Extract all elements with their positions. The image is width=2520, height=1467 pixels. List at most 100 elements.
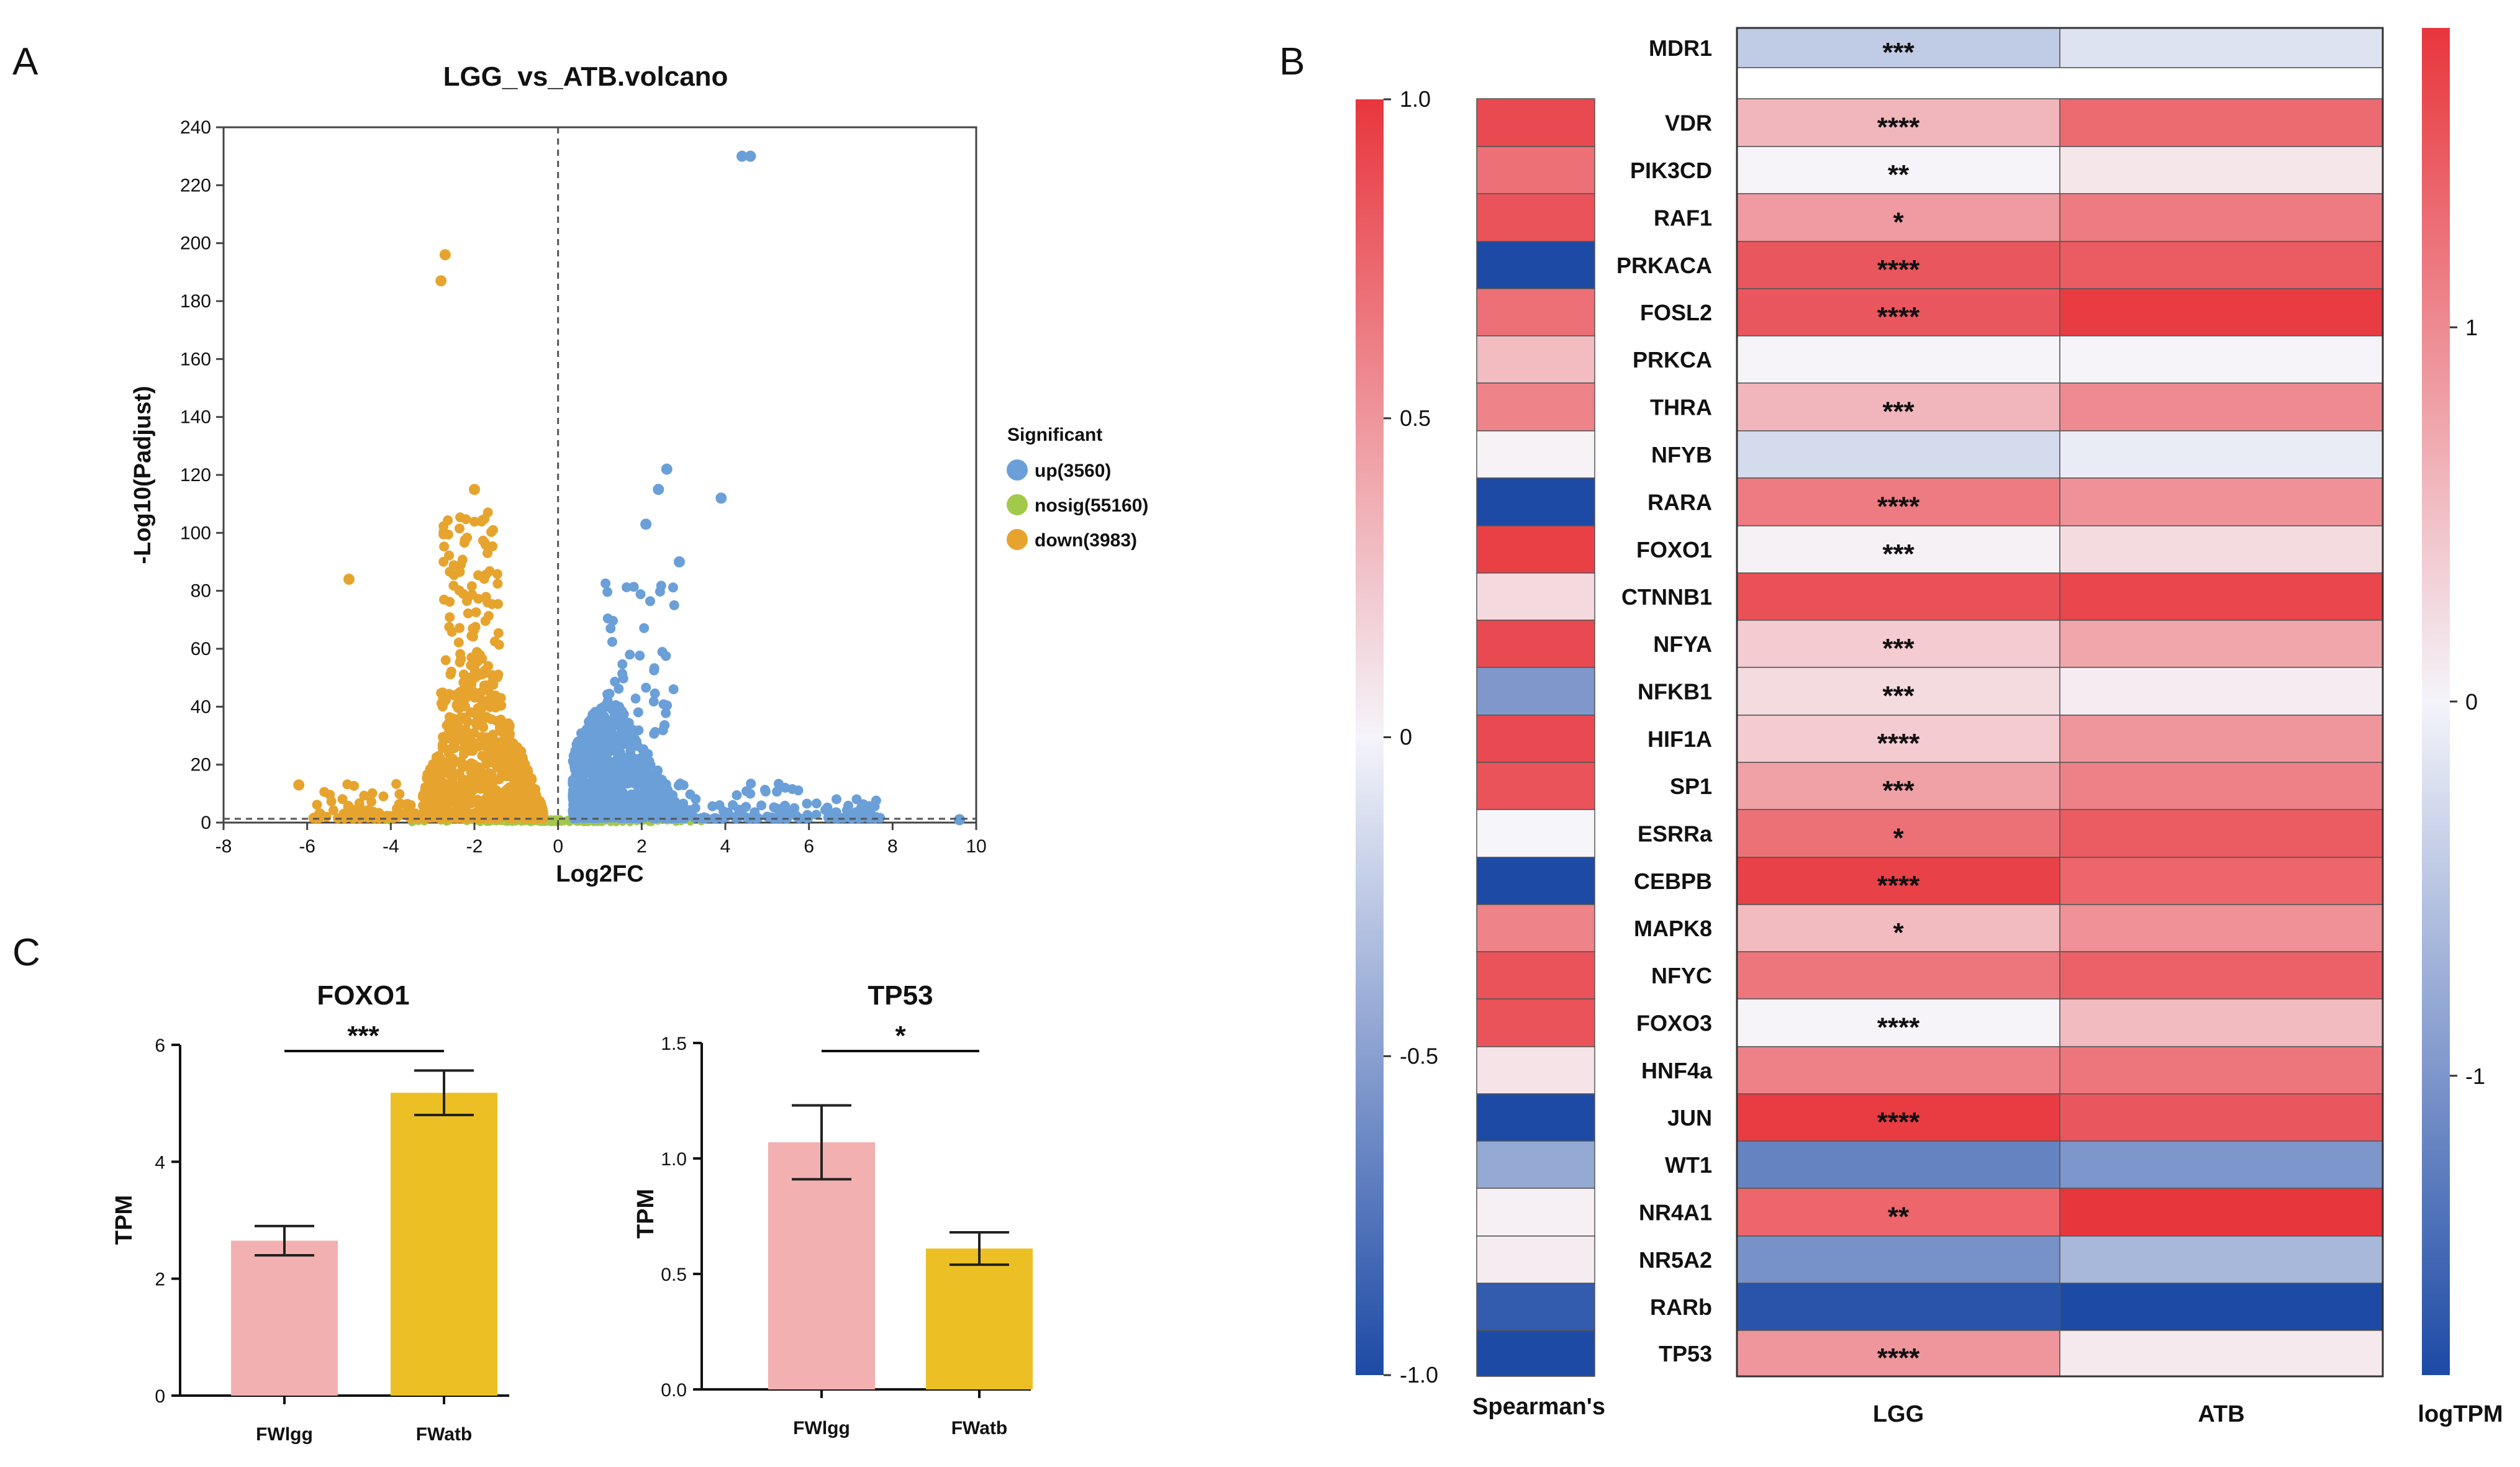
down-point bbox=[463, 608, 473, 618]
down-point bbox=[457, 554, 468, 565]
foxo1-bar-chart: FOXO1 *** TPM 0 2 4 6 FWlgg FWatb bbox=[111, 980, 509, 1445]
gene-labels: MDR1 VDR PIK3CD RAF1 PRKACA FOSL2 PRKCA THRA NFY… bbox=[1616, 35, 1713, 1366]
heatmap-panel: 1.0 0.5 0 -0.5 -1.0 Spearman's MDR1 VDR PIK3CD… bbox=[1356, 27, 2503, 1427]
down-point bbox=[437, 743, 448, 753]
down-point bbox=[509, 797, 519, 808]
heatmap-cell-lgg bbox=[1736, 146, 2060, 194]
up-point bbox=[638, 772, 648, 783]
down-point bbox=[469, 728, 479, 738]
spearman-cell bbox=[1476, 288, 1595, 336]
down-point bbox=[466, 631, 477, 641]
down-point bbox=[420, 788, 431, 799]
logtpm-colorbar-ticks: 1 0 -1 bbox=[2450, 315, 2485, 1089]
panel-label-c: C bbox=[12, 931, 40, 974]
down-point bbox=[435, 771, 445, 782]
up-point bbox=[625, 744, 636, 755]
down-point bbox=[487, 541, 498, 551]
up-point bbox=[790, 810, 800, 820]
spearman-tick-label: -0.5 bbox=[1400, 1043, 1438, 1068]
gene-label: MAPK8 bbox=[1634, 916, 1712, 941]
gene-label: HIF1A bbox=[1648, 726, 1712, 752]
down-point bbox=[480, 754, 491, 764]
spearman-tick-label: 1.0 bbox=[1400, 86, 1431, 112]
x-tick-label: -8 bbox=[215, 836, 232, 857]
up-point bbox=[745, 150, 756, 162]
heatmap-cell-atb bbox=[2059, 1188, 2383, 1237]
gene-label: PRKCA bbox=[1633, 347, 1712, 372]
down-point bbox=[481, 711, 492, 722]
up-point bbox=[571, 800, 581, 811]
down-point bbox=[343, 574, 355, 585]
down-point bbox=[367, 788, 378, 798]
up-point bbox=[617, 765, 627, 776]
up-point bbox=[640, 518, 652, 530]
up-point bbox=[648, 696, 659, 706]
up-point bbox=[811, 810, 822, 820]
down-point bbox=[476, 731, 487, 742]
up-point bbox=[684, 805, 695, 815]
down-point bbox=[359, 790, 369, 801]
down-point bbox=[492, 672, 502, 683]
down-point bbox=[473, 570, 484, 580]
up-point bbox=[663, 785, 673, 795]
up-point bbox=[673, 556, 685, 567]
down-point bbox=[391, 779, 402, 789]
up-point bbox=[802, 798, 812, 809]
down-point bbox=[466, 581, 477, 592]
down-point bbox=[438, 521, 449, 531]
gene-label: WT1 bbox=[1665, 1152, 1712, 1178]
down-point bbox=[469, 738, 479, 748]
up-point bbox=[630, 693, 641, 704]
down-point bbox=[506, 790, 517, 800]
up-point bbox=[625, 649, 635, 660]
heatmap-cell-lgg bbox=[1736, 1188, 2060, 1237]
heatmap-cell-atb bbox=[2059, 998, 2383, 1047]
logtpm-tick-label: 0 bbox=[2465, 689, 2478, 715]
down-point bbox=[459, 726, 469, 736]
heatmap-cell-atb bbox=[2059, 1093, 2383, 1142]
heatmap-cell-atb bbox=[2059, 857, 2383, 905]
up-point bbox=[617, 669, 628, 679]
foxo1-y-tick-label: 0 bbox=[155, 1386, 165, 1407]
down-point bbox=[433, 751, 444, 761]
down-point bbox=[394, 799, 404, 810]
down-point bbox=[493, 598, 504, 609]
tp53-y-tick-label: 0.5 bbox=[661, 1265, 687, 1285]
down-point bbox=[410, 808, 420, 819]
logtpm-tick-label: 1 bbox=[2465, 315, 2478, 340]
spearman-tick-label: 0.5 bbox=[1400, 405, 1431, 431]
spearman-cell bbox=[1476, 715, 1595, 763]
heatmap-cell-atb bbox=[2059, 525, 2383, 574]
y-tick-label: 160 bbox=[180, 349, 211, 369]
gene-label: HNF4a bbox=[1641, 1058, 1713, 1083]
up-point bbox=[583, 811, 594, 822]
up-point bbox=[773, 779, 784, 789]
legend-down-label: down(3983) bbox=[1035, 530, 1137, 551]
tp53-x-tick-label: FWlgg bbox=[793, 1418, 850, 1438]
down-point bbox=[438, 735, 449, 746]
heatmap-cell-atb bbox=[2059, 1140, 2383, 1189]
up-point bbox=[669, 600, 679, 610]
up-point bbox=[602, 587, 613, 597]
down-point bbox=[402, 802, 413, 813]
spearman-cell bbox=[1476, 667, 1595, 716]
gene-label: RAF1 bbox=[1654, 205, 1712, 231]
heatmap-cell-atb bbox=[2059, 1046, 2383, 1095]
spearman-cell bbox=[1476, 193, 1595, 242]
up-point bbox=[653, 484, 664, 495]
down-point bbox=[467, 779, 478, 790]
down-point bbox=[456, 654, 466, 664]
significance-star: * bbox=[1893, 823, 1904, 854]
gene-label: NFYC bbox=[1651, 963, 1712, 988]
gene-label: MDR1 bbox=[1649, 35, 1712, 61]
gene-label: RARb bbox=[1650, 1294, 1712, 1320]
down-point bbox=[506, 751, 517, 762]
panel-label-a: A bbox=[12, 40, 39, 83]
column-label-atb: ATB bbox=[2198, 1401, 2244, 1427]
down-point bbox=[503, 718, 514, 729]
up-point bbox=[616, 713, 627, 723]
heatmap-cell-lgg bbox=[1736, 430, 2060, 479]
spearman-cell bbox=[1476, 1140, 1595, 1189]
down-point bbox=[449, 741, 460, 752]
gene-label: VDR bbox=[1665, 111, 1712, 136]
